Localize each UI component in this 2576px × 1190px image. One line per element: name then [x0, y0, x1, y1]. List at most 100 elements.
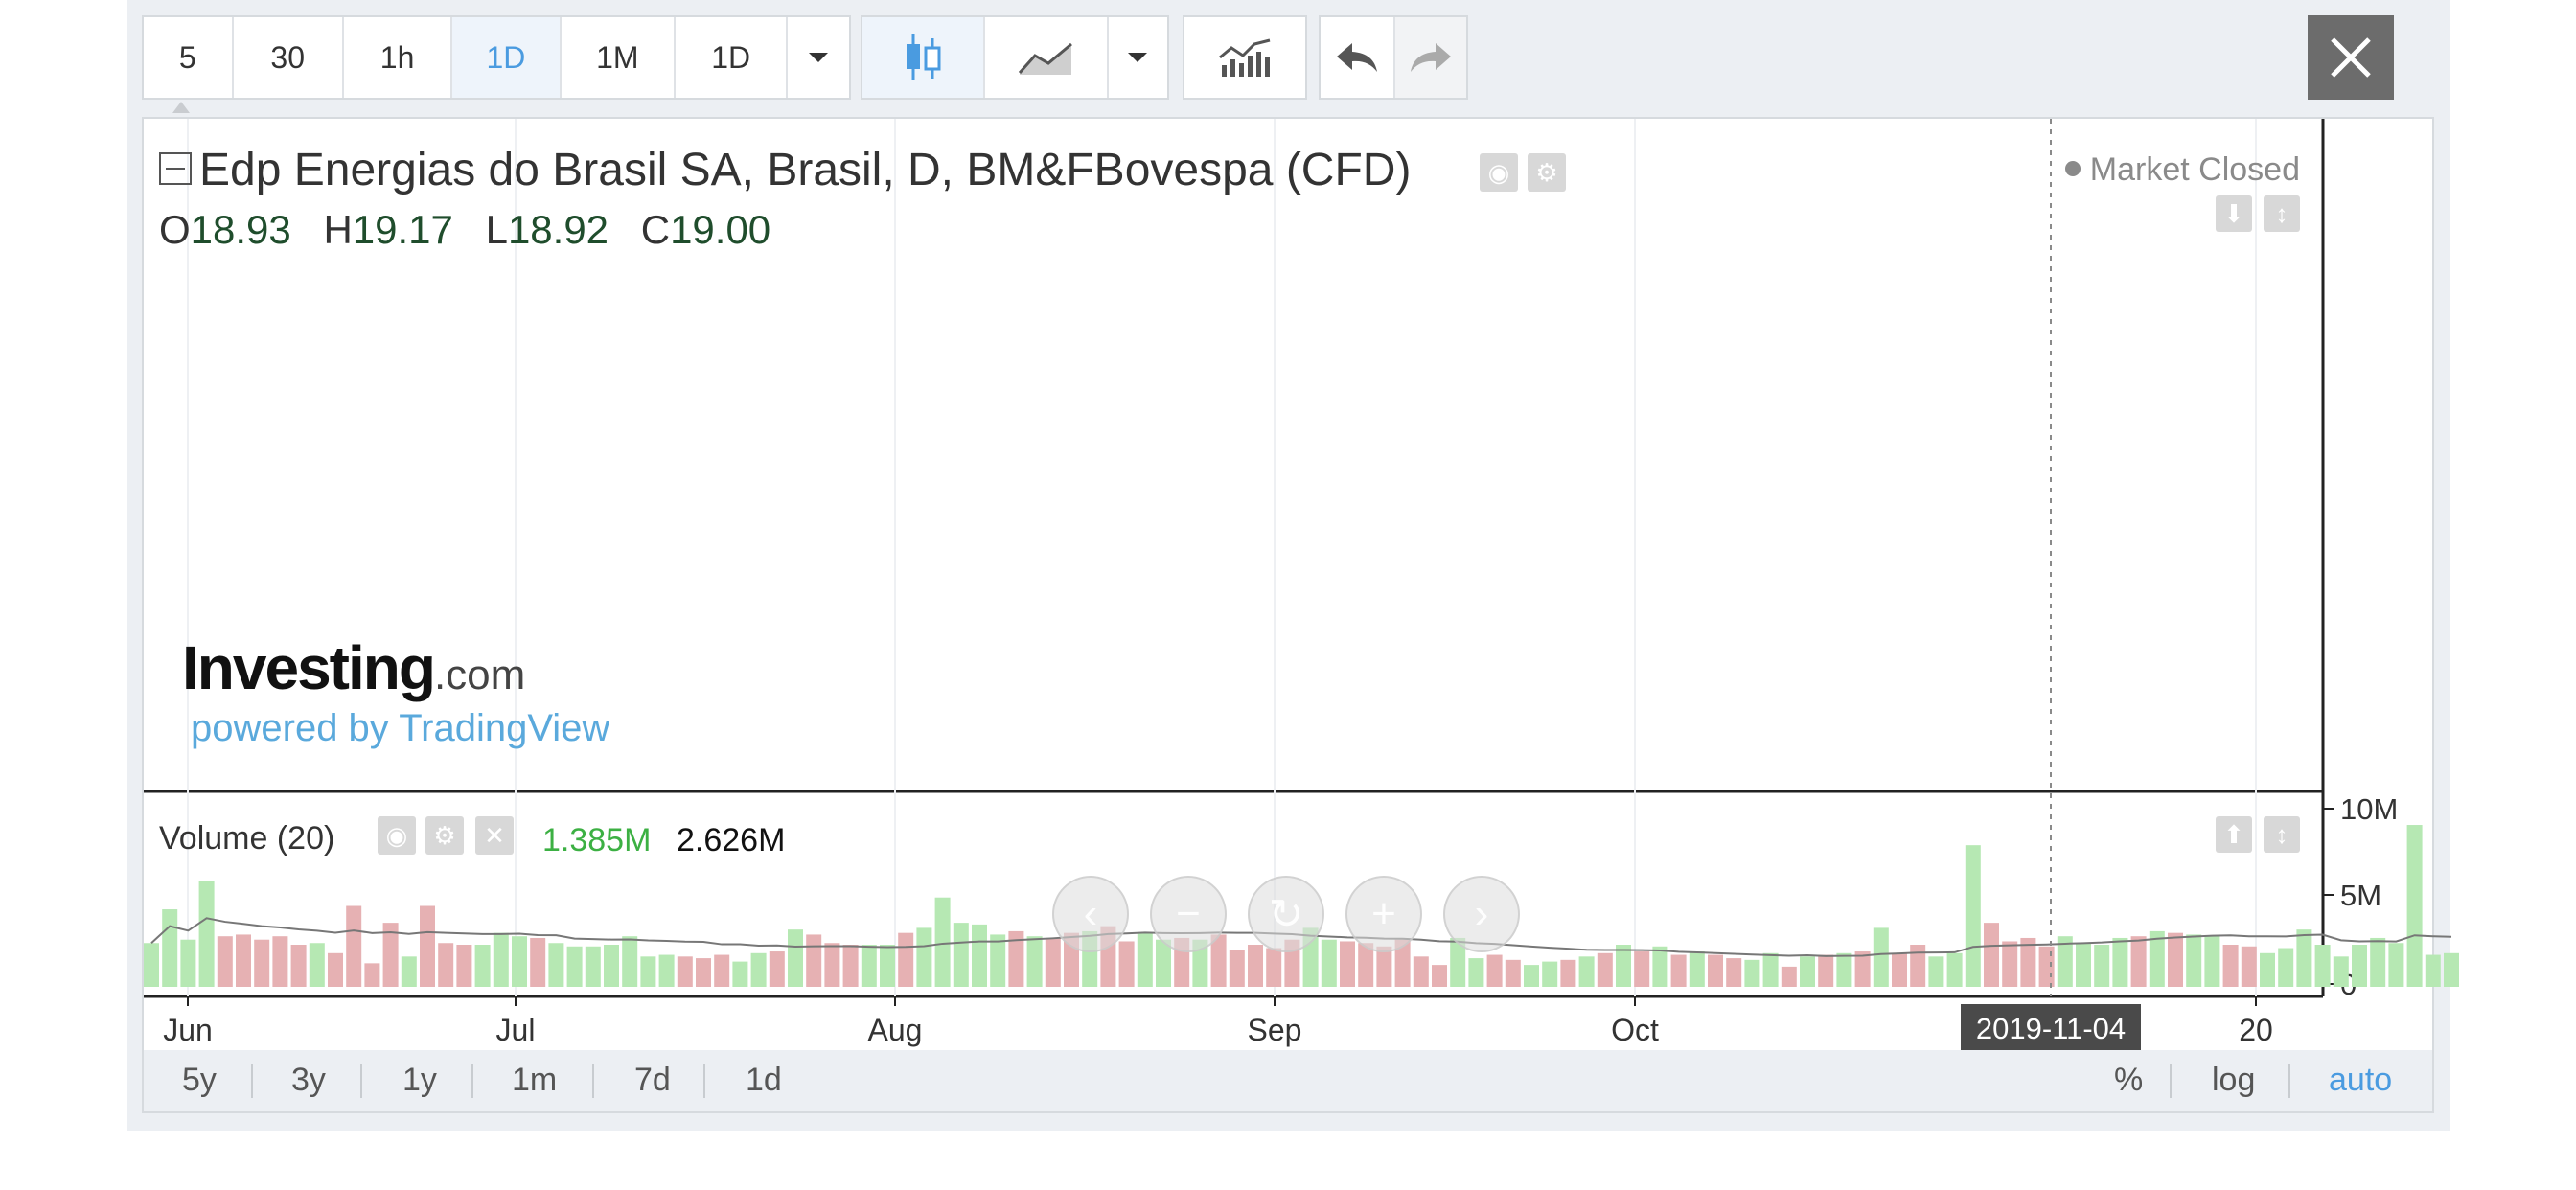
- interval-30[interactable]: 30: [234, 17, 344, 98]
- volume-bar: [990, 934, 1006, 987]
- redo-button[interactable]: [1395, 17, 1466, 98]
- divider: [251, 1064, 253, 1098]
- range-7d[interactable]: 7d: [634, 1062, 671, 1098]
- volume-bar: [2388, 943, 2404, 987]
- logo-brand: Investing: [182, 633, 436, 702]
- redo-icon: [1411, 43, 1451, 72]
- volume-bar: [1413, 956, 1429, 987]
- interval-dropdown[interactable]: [788, 17, 849, 98]
- line-style-button[interactable]: [985, 17, 1109, 98]
- volume-bar: [640, 956, 656, 987]
- close-icon: [2331, 37, 2371, 78]
- volume-close-icon[interactable]: ✕: [475, 816, 514, 855]
- range-1d[interactable]: 1d: [746, 1062, 782, 1098]
- auto-scale-button[interactable]: auto: [2329, 1062, 2393, 1098]
- range-5y[interactable]: 5y: [182, 1062, 217, 1098]
- volume-bar: [585, 946, 601, 987]
- scroll-down-icon[interactable]: ⬇: [2216, 195, 2252, 232]
- interval-1h[interactable]: 1h: [344, 17, 453, 98]
- divider: [2170, 1064, 2172, 1098]
- zoom-in-button[interactable]: +: [1346, 876, 1422, 952]
- volume-bar: [2241, 946, 2257, 987]
- volume-bar: [604, 945, 619, 987]
- time-tick-label: 20: [2239, 1013, 2273, 1047]
- interval-1m[interactable]: 1M: [562, 17, 677, 98]
- expand-volume-icon[interactable]: ↕: [2264, 816, 2300, 853]
- range-3y[interactable]: 3y: [291, 1062, 326, 1098]
- volume-bar: [2352, 945, 2367, 987]
- ohlc-row: O18.93 H19.17 L18.92 C19.00: [159, 207, 792, 253]
- volume-bar: [1744, 959, 1760, 987]
- expand-pane-icon[interactable]: ↕: [2264, 195, 2300, 232]
- volume-bar: [2149, 930, 2165, 987]
- log-scale-button[interactable]: log: [2212, 1062, 2256, 1098]
- percent-scale-button[interactable]: %: [2114, 1062, 2144, 1098]
- volume-bar: [788, 929, 803, 987]
- volume-bar: [972, 924, 987, 987]
- interval-1d[interactable]: 1D: [452, 17, 562, 98]
- volume-bar: [1045, 937, 1061, 987]
- volume-bar: [824, 943, 840, 987]
- collapse-toolbar-icon[interactable]: [172, 102, 190, 113]
- eye-icon[interactable]: ◉: [1480, 153, 1518, 192]
- volume-bar: [548, 943, 564, 987]
- volume-bar: [1670, 954, 1687, 987]
- time-tick-label: Aug: [868, 1013, 923, 1047]
- interval-5[interactable]: 5: [144, 17, 234, 98]
- volume-bar: [1524, 965, 1539, 987]
- volume-bar: [2168, 932, 2183, 987]
- volume-bar: [1578, 956, 1595, 987]
- undo-button[interactable]: [1321, 17, 1395, 98]
- scroll-left-button[interactable]: ‹: [1052, 876, 1129, 952]
- style-dropdown[interactable]: [1109, 17, 1167, 98]
- volume-bar: [1376, 946, 1392, 987]
- volume-bar: [290, 945, 307, 987]
- area-chart-icon: [1018, 42, 1072, 75]
- open-label: O: [159, 207, 191, 252]
- volume-bar: [566, 946, 583, 987]
- divider: [360, 1064, 362, 1098]
- volume-bar: [2314, 945, 2331, 987]
- volume-bar: [1873, 927, 1889, 987]
- volume-bar: [1781, 966, 1797, 987]
- volume-bar: [2296, 929, 2312, 987]
- logo-suffix: .com: [433, 652, 526, 698]
- volume-bar: [328, 952, 343, 987]
- low-label: L: [485, 207, 508, 252]
- volume-bar: [1432, 965, 1447, 987]
- volume-bar: [309, 943, 325, 987]
- volume-bar: [180, 939, 196, 987]
- range-1m[interactable]: 1m: [512, 1062, 558, 1098]
- indicators-button[interactable]: [1184, 17, 1305, 98]
- volume-bar: [236, 934, 251, 987]
- scroll-right-button[interactable]: ›: [1443, 876, 1520, 952]
- gear-icon[interactable]: ⚙: [1528, 153, 1566, 192]
- volume-bar: [420, 905, 435, 987]
- close-button[interactable]: [2308, 15, 2394, 100]
- interval-1d-alt[interactable]: 1D: [676, 17, 789, 98]
- chart-style-group: [861, 15, 1169, 100]
- close-label: C: [640, 207, 671, 252]
- volume-eye-icon[interactable]: ◉: [378, 816, 416, 855]
- volume-bar: [346, 905, 362, 987]
- collapse-legend-icon[interactable]: [159, 152, 192, 186]
- volume-bar: [512, 936, 527, 987]
- range-bar: [144, 1050, 2432, 1111]
- candles-style-button[interactable]: [862, 17, 986, 98]
- volume-bar: [916, 927, 932, 987]
- volume-bar: [842, 945, 859, 987]
- volume-bar: [696, 958, 711, 987]
- volume-bar: [1616, 945, 1631, 987]
- volume-bar: [934, 897, 951, 987]
- range-1y[interactable]: 1y: [402, 1062, 437, 1098]
- divider: [2288, 1064, 2290, 1098]
- volume-gear-icon[interactable]: ⚙: [426, 816, 464, 855]
- volume-bar: [750, 952, 767, 987]
- move-up-icon[interactable]: ⬆: [2216, 816, 2252, 853]
- volume-bar: [1266, 948, 1282, 987]
- powered-by-link[interactable]: powered by TradingView: [191, 707, 610, 749]
- reset-button[interactable]: ↻: [1248, 876, 1324, 952]
- zoom-out-button[interactable]: −: [1150, 876, 1227, 952]
- volume-bar: [898, 932, 914, 987]
